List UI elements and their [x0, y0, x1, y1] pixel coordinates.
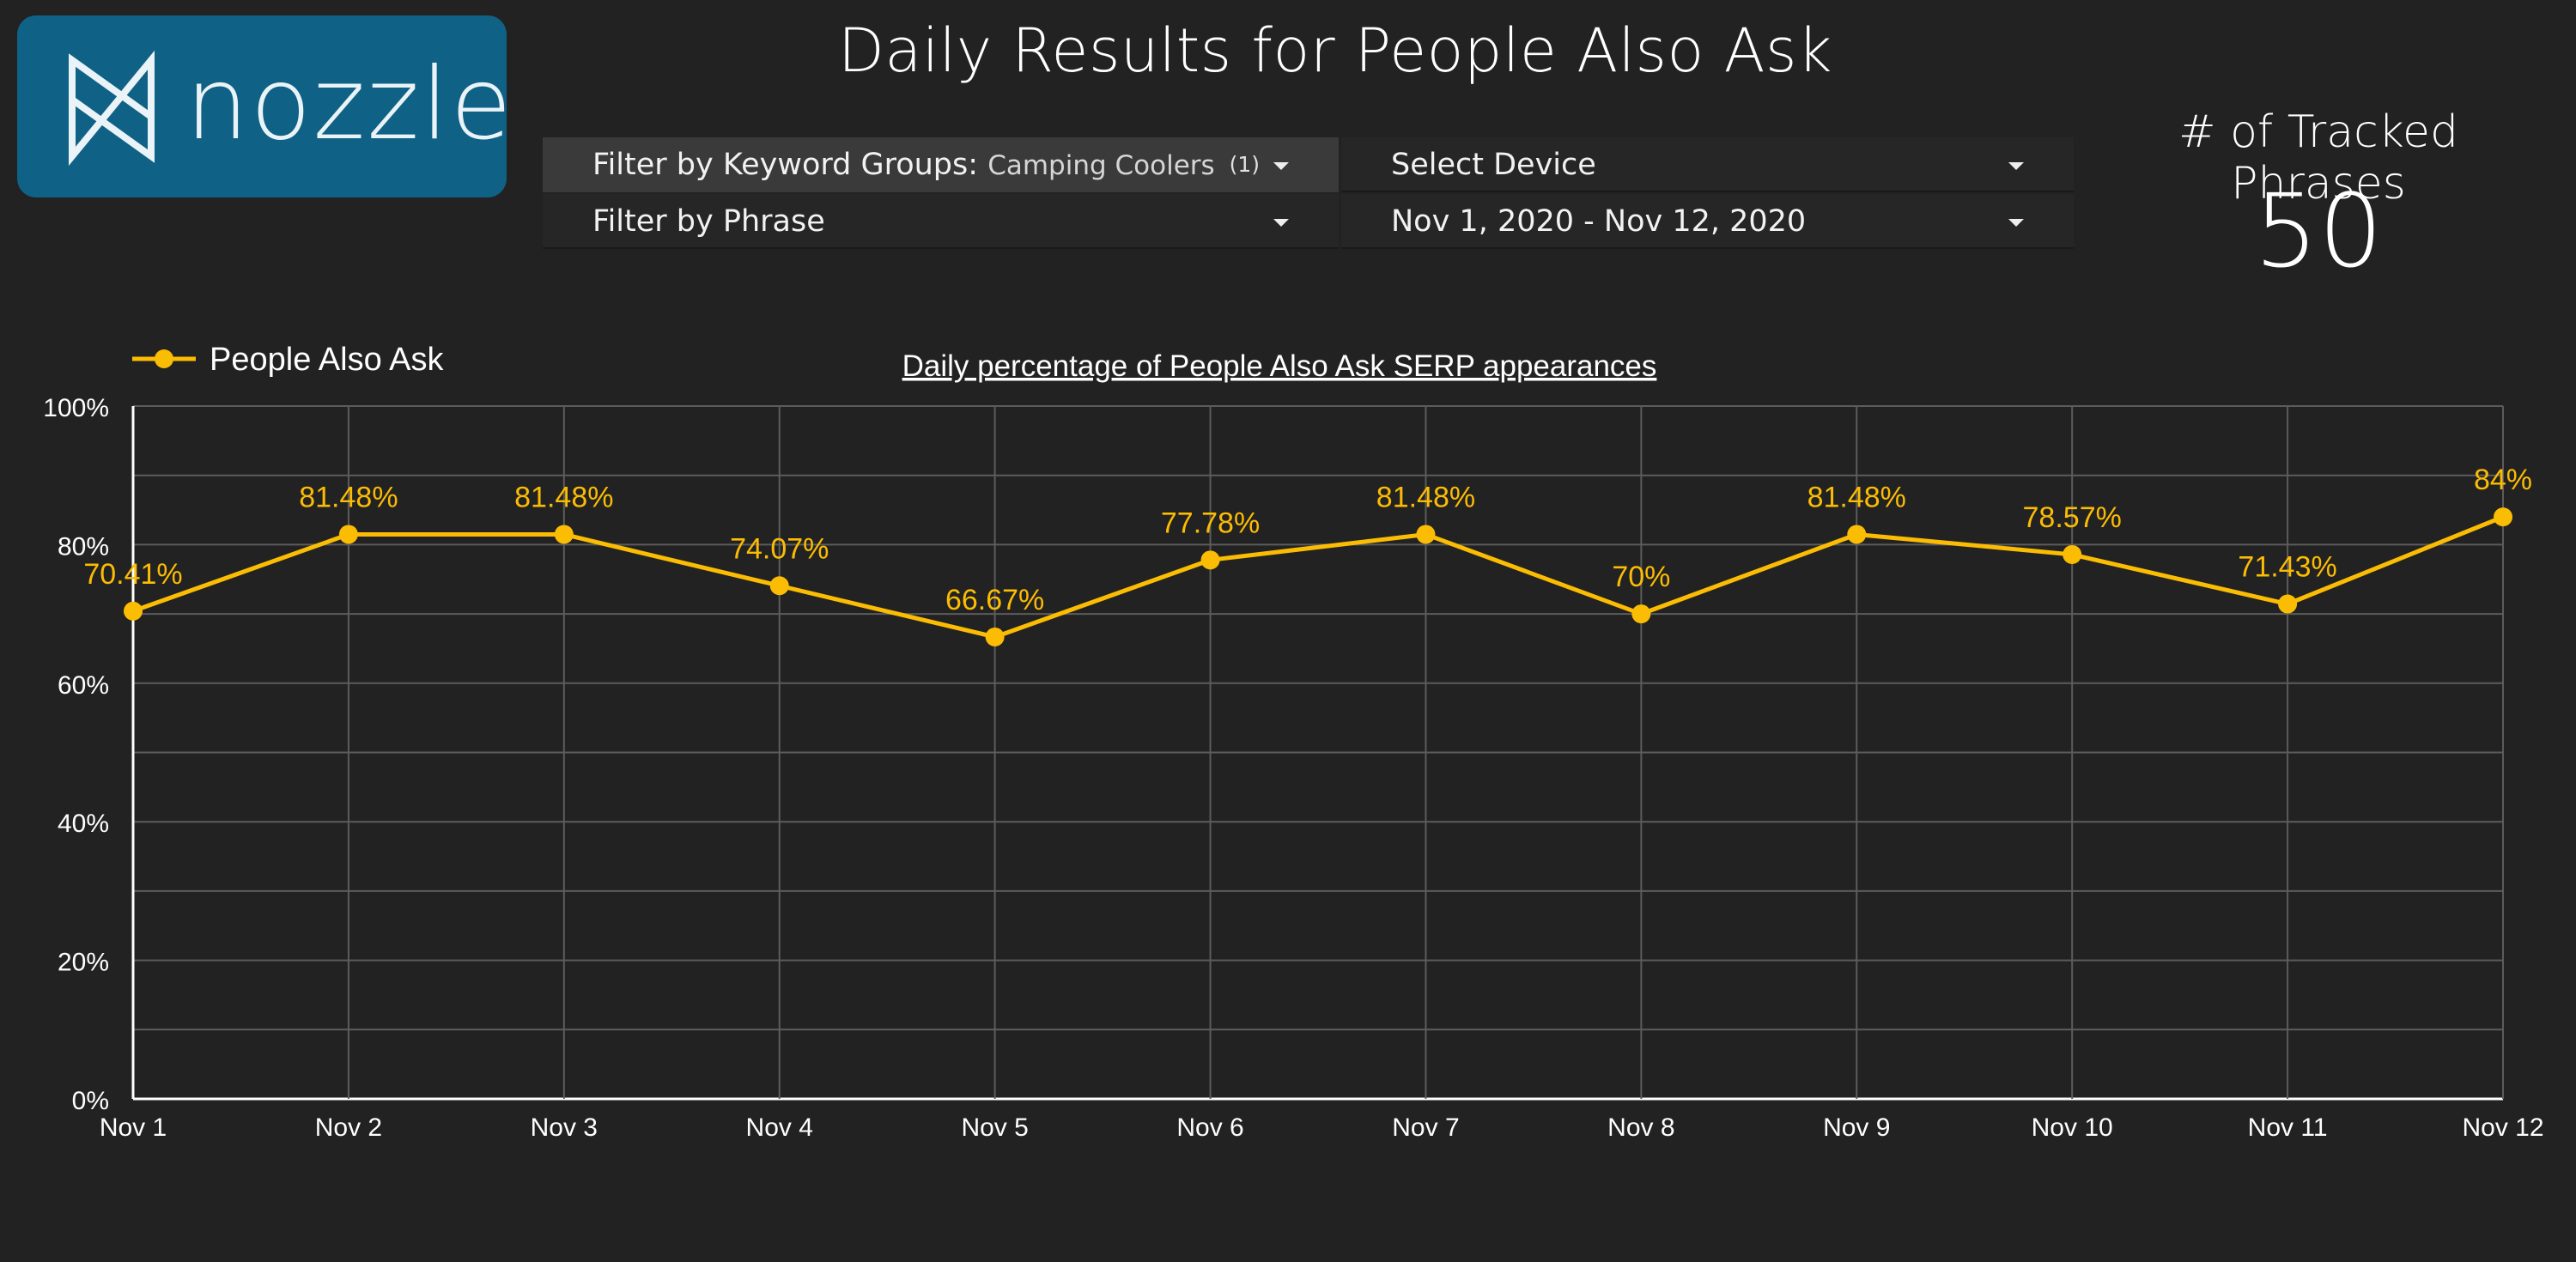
y-tick-label: 60%: [58, 671, 109, 700]
nozzle-logo: nozzle: [17, 15, 512, 197]
data-point[interactable]: [985, 627, 1005, 646]
y-tick-label: 80%: [58, 532, 109, 561]
device-select[interactable]: Select Device: [1341, 137, 2074, 192]
data-label: 81.48%: [1807, 481, 1906, 513]
series-line: [132, 514, 2504, 640]
x-tick-label: Nov 6: [1176, 1113, 1243, 1142]
legend-label: People Also Ask: [210, 342, 445, 378]
data-point[interactable]: [2278, 594, 2298, 614]
chart-title: Daily percentage of People Also Ask SERP…: [902, 349, 1657, 383]
data-label: 81.48%: [514, 481, 613, 513]
x-tick-label: Nov 4: [746, 1113, 813, 1142]
data-point[interactable]: [1416, 525, 1436, 544]
x-tick-label: Nov 10: [2032, 1113, 2113, 1142]
date-range-value: Nov 1, 2020 - Nov 12, 2020: [1391, 204, 1807, 239]
x-tick-label: Nov 12: [2462, 1113, 2543, 1142]
data-label: 66.67%: [945, 584, 1044, 616]
data-label: 77.78%: [1161, 507, 1260, 539]
line-chart: People Also Ask Daily percentage of Peop…: [43, 342, 2543, 1142]
data-label: 70%: [1612, 561, 1670, 593]
keyword-group-filter[interactable]: Filter by Keyword Groups: Camping Cooler…: [543, 137, 1339, 192]
phrase-filter[interactable]: Filter by Phrase: [543, 194, 1339, 249]
data-point[interactable]: [2494, 507, 2512, 527]
x-tick-label: Nov 8: [1607, 1113, 1674, 1142]
data-point[interactable]: [1847, 525, 1867, 544]
kpi-label: # of Tracked Phrases: [2178, 106, 2458, 209]
x-tick-label: Nov 9: [1823, 1113, 1890, 1142]
device-select-label: Select Device: [1391, 148, 1596, 182]
x-tick-label: Nov 11: [2248, 1113, 2328, 1142]
logo-wordmark: nozzle: [185, 46, 513, 162]
keyword-group-filter-value: Camping Coolers: [987, 150, 1215, 181]
y-tick-label: 20%: [58, 949, 109, 977]
data-label: 78.57%: [2023, 501, 2122, 534]
keyword-group-filter-label: Filter by Keyword Groups: [592, 148, 969, 182]
data-point[interactable]: [2063, 544, 2082, 564]
keyword-group-filter-count: (1): [1229, 152, 1260, 177]
nozzle-logo-icon: [69, 50, 155, 167]
data-label: 70.41%: [83, 558, 182, 591]
x-tick-label: Nov 5: [961, 1113, 1028, 1142]
data-point[interactable]: [1200, 550, 1220, 570]
x-tick-label: Nov 3: [531, 1113, 598, 1142]
date-range-picker[interactable]: Nov 1, 2020 - Nov 12, 2020: [1341, 194, 2074, 249]
x-tick-label: Nov 7: [1392, 1113, 1459, 1142]
data-point[interactable]: [1631, 604, 1651, 624]
y-tick-label: 40%: [58, 810, 109, 838]
phrase-filter-label: Filter by Phrase: [592, 204, 825, 239]
x-tick-label: Nov 1: [100, 1113, 167, 1142]
chevron-down-icon: [1273, 219, 1289, 227]
chevron-down-icon: [2008, 219, 2024, 227]
data-label: 74.07%: [730, 532, 829, 565]
data-point[interactable]: [124, 601, 143, 621]
chevron-down-icon: [2008, 162, 2024, 170]
kpi-value: 50: [2253, 172, 2384, 290]
page-title: Daily Results for People Also Ask: [838, 15, 1832, 86]
x-tick-label: Nov 2: [315, 1113, 382, 1142]
chart-legend[interactable]: People Also Ask: [132, 342, 445, 378]
data-point[interactable]: [769, 576, 789, 596]
data-label: 84%: [2474, 464, 2532, 496]
chevron-down-icon: [1273, 162, 1289, 170]
data-label: 81.48%: [299, 481, 398, 513]
legend-marker: [155, 349, 173, 368]
y-tick-label: 100%: [43, 394, 109, 422]
data-label: 71.43%: [2238, 551, 2336, 584]
data-point[interactable]: [554, 525, 574, 544]
data-point[interactable]: [338, 525, 358, 544]
y-tick-label: 0%: [72, 1087, 109, 1115]
data-label: 81.48%: [1376, 481, 1475, 513]
